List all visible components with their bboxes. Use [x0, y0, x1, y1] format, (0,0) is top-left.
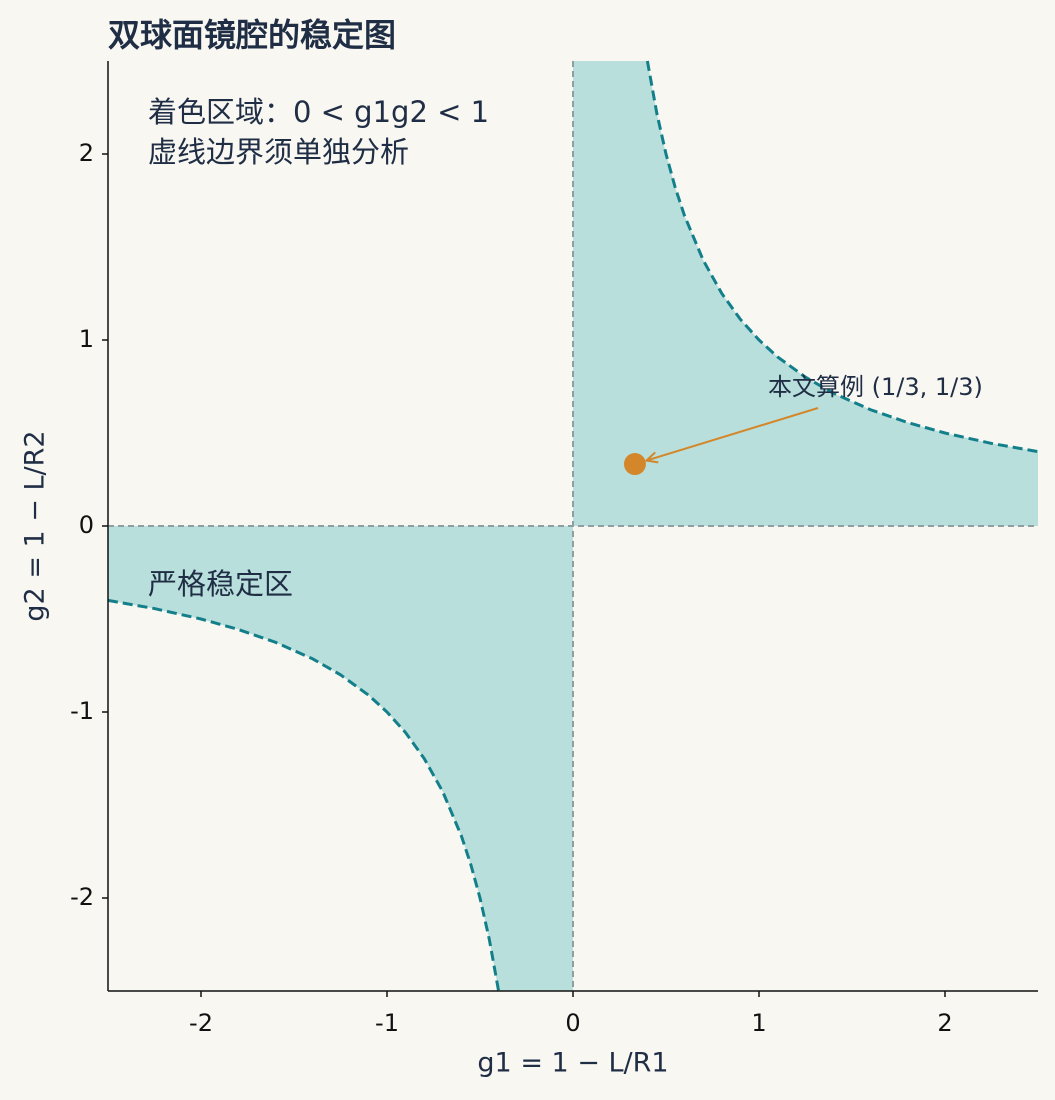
- y-tick-label: 1: [79, 325, 94, 353]
- annotation-arrow: [646, 407, 819, 462]
- chart-title: 双球面镜腔的稳定图: [108, 16, 396, 54]
- x-tick-label: -2: [189, 1009, 213, 1037]
- x-axis-label: g1 = 1 − L/R1: [477, 1048, 668, 1079]
- stable-region: [573, 61, 1038, 526]
- example-point: [623, 453, 646, 476]
- note: 着色区域：0 < g1g2 < 1: [148, 95, 489, 129]
- boundary-line: [107, 598, 501, 992]
- annotation: 本文算例 (1/3, 1/3): [768, 373, 983, 401]
- x-tick-label: 2: [937, 1009, 952, 1037]
- y-tick-label: 2: [79, 139, 94, 167]
- y-axis-label: g2 = 1 − L/R2: [20, 430, 51, 621]
- y-tick-label: -2: [70, 883, 94, 911]
- boundary-line: [645, 60, 1039, 454]
- stable-region: [108, 526, 573, 991]
- note: 虚线边界须单独分析: [148, 135, 409, 169]
- x-tick-label: 1: [751, 1009, 766, 1037]
- annotation-arrowhead: [644, 451, 659, 464]
- x-tick-label: 0: [565, 1009, 580, 1037]
- y-tick-label: 0: [79, 511, 94, 539]
- y-tick-label: -1: [70, 697, 94, 725]
- region-label: 严格稳定区: [148, 567, 293, 601]
- x-tick-label: -1: [375, 1009, 399, 1037]
